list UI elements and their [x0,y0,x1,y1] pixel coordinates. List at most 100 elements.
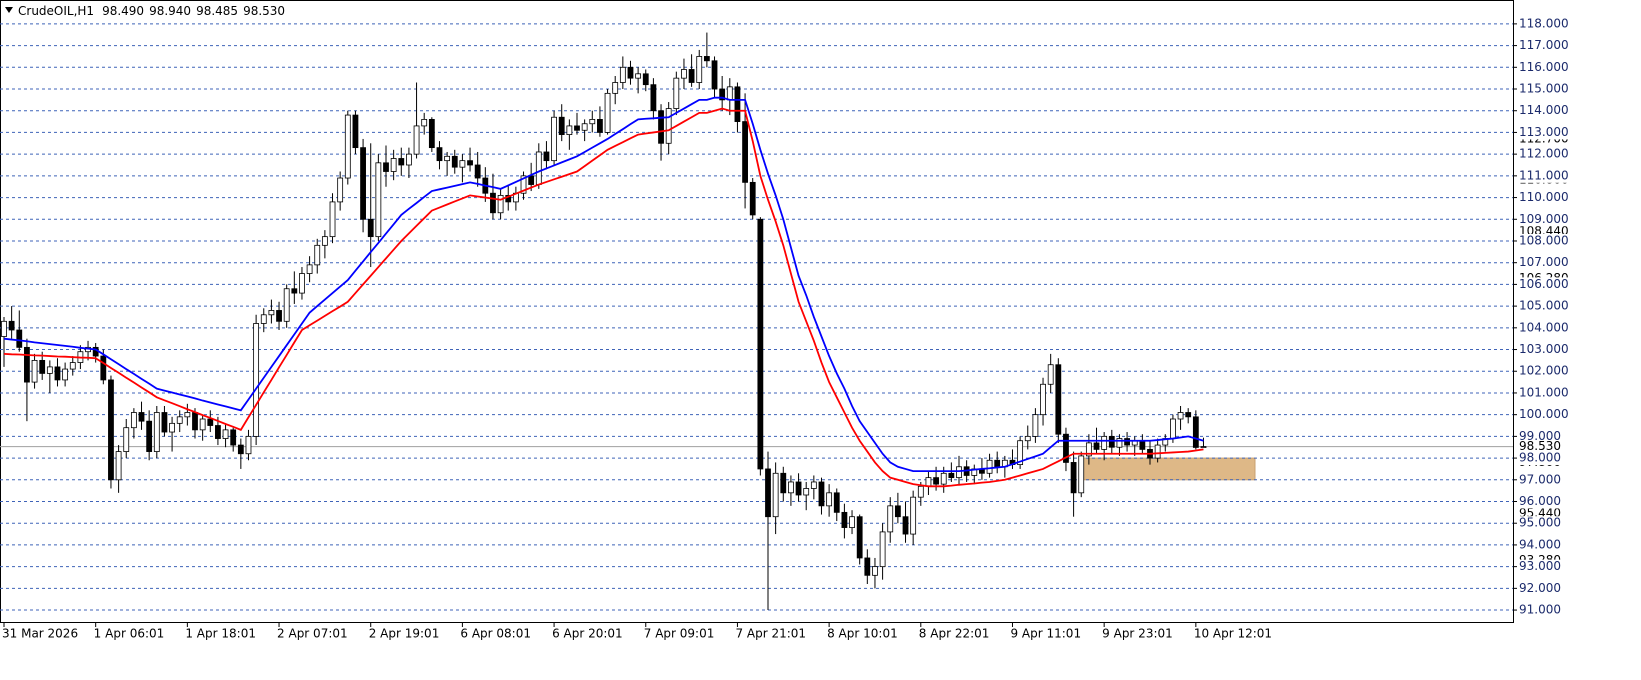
candle-body [260,314,267,324]
candle-body [268,310,275,316]
plot [1,32,1207,611]
y-tick-bg [1517,451,1569,466]
candle-body [161,412,168,433]
candle-body [337,177,344,203]
y-tick-bg [1517,472,1569,487]
candle-body [749,181,756,216]
candle-body [841,511,848,528]
y-tick-bg [1517,212,1569,227]
y-tick-bg [1517,537,1569,552]
candle-body [589,119,596,125]
candle-body [413,125,420,155]
y-tick-bg [1517,603,1569,618]
y-tick-bg [1517,60,1569,75]
candle-body [757,218,764,470]
y-tick-label: 113.000 [1519,125,1569,139]
candle-body [184,412,191,418]
y-tick-label: 108.000 [1519,233,1569,247]
y-tick-label: 97.000 [1519,472,1561,486]
candle-body [100,355,107,381]
y-tick-bg [1517,147,1569,162]
candle-body [543,151,550,162]
candle-body [1024,435,1031,442]
candle-body [619,66,626,83]
candle-body [1192,416,1199,448]
y-tick-bg [1517,38,1569,53]
x-tick-label: 1 Apr 06:01 [94,627,165,641]
candle-body [849,516,855,528]
y-tick-bg [1517,16,1569,31]
candle-body [711,60,718,90]
candle-body [772,472,779,518]
candle-body [497,194,504,214]
candle-body [1116,438,1123,448]
y-tick-label: 106.000 [1519,277,1569,291]
y-tick-bg [1517,429,1569,444]
candle-body [703,56,710,62]
candle-body [207,418,214,426]
candle-body [169,422,175,433]
chart-header: CrudeOIL,H1 98.490 98.940 98.485 98.530 [18,4,285,18]
y-tick-bg [1517,407,1569,422]
candle-body [367,218,374,238]
y-tick-label: 91.000 [1519,603,1561,617]
candle-body [459,160,466,168]
y-tick-bg [1517,516,1569,531]
x-tick-label: 2 Apr 07:01 [277,627,348,641]
candle-body [872,566,878,576]
candle-body [1085,442,1092,457]
x-tick-label: 10 Apr 12:01 [1194,627,1272,641]
candle-body [726,86,733,101]
x-tick-label: 6 Apr 20:01 [552,627,623,641]
y-tick-bg [1517,190,1569,205]
x-tick-label: 6 Apr 08:01 [460,627,531,641]
y-tick-label: 111.000 [1519,168,1569,182]
candle-body [276,310,282,322]
y-tick-label: 94.000 [1519,537,1561,551]
y-tick-bg [1517,125,1569,140]
y-tick-bg [1517,103,1569,118]
y-tick-bg [1517,320,1569,335]
candle-body [879,531,886,568]
candle-body [696,56,703,83]
candle-body [421,119,428,127]
x-tick-label: 8 Apr 22:01 [919,627,990,641]
y-tick-label: 92.000 [1519,581,1561,595]
y-tick-label: 117.000 [1519,38,1569,52]
candle-body [321,236,328,246]
y-tick-label: 105.000 [1519,299,1569,313]
candle-body [283,288,290,322]
candle-body [948,472,955,479]
x-tick-label: 2 Apr 19:01 [369,627,440,641]
candle-body [894,505,901,518]
y-tick-label: 109.000 [1519,212,1569,226]
price-zone [1080,457,1256,481]
candle-body [352,114,359,149]
candle-body [612,82,619,94]
candle-body [803,488,810,496]
candle-body [1070,462,1077,494]
candle-body [299,273,305,294]
current-price-label: 98.530 [1519,439,1561,453]
x-tick-label: 8 Apr 10:01 [827,627,898,641]
candle-body [1108,435,1115,448]
candle-body [1093,442,1100,450]
y-tick-label: 116.000 [1519,60,1569,74]
candle-body [54,366,61,381]
candle-body [788,481,794,494]
y-tick-label: 107.000 [1519,255,1569,269]
candle-body [146,420,153,452]
candle-body [428,119,435,149]
candle-body [933,477,939,485]
candle-body [688,69,695,83]
candle-body [925,477,932,487]
candle-body [956,466,962,479]
candle-body [551,116,557,162]
y-tick-label: 103.000 [1519,342,1569,356]
y-tick-bg [1517,82,1569,97]
candle-body [810,481,817,489]
y-tick-label: 104.000 [1519,320,1569,334]
y-tick-label: 96.000 [1519,494,1561,508]
candle-body [833,492,840,513]
